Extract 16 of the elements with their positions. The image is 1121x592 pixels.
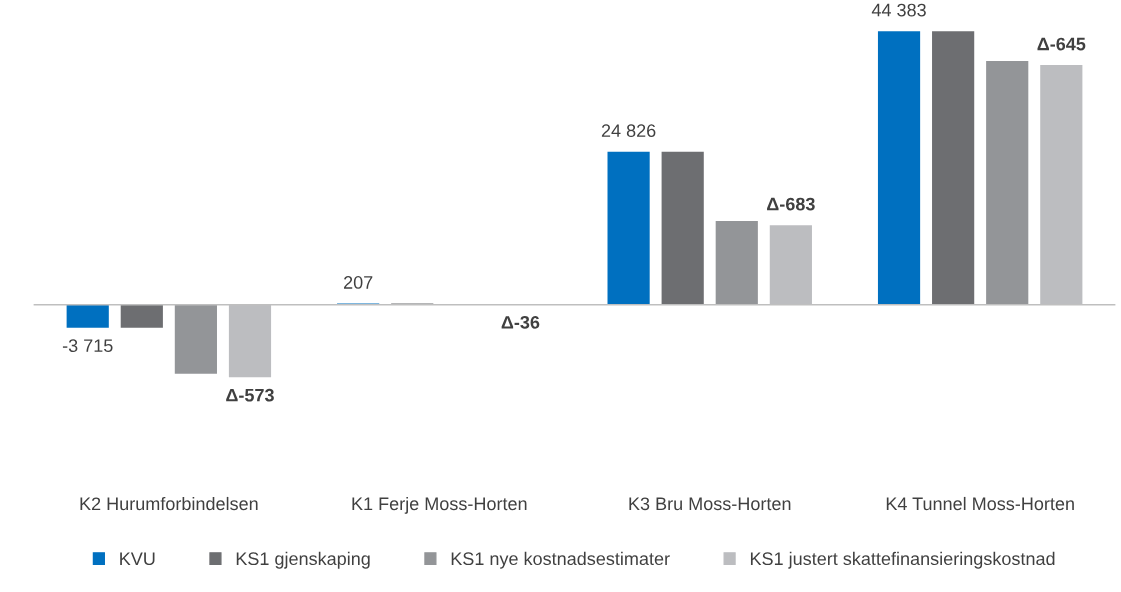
data-label: Δ-36: [501, 315, 540, 329]
data-label: 207: [344, 276, 373, 289]
x-tick-label: K1 Ferje Moss-Horten: [352, 496, 527, 514]
x-tick-label: K3 Bru Moss-Horten: [629, 497, 791, 511]
data-label: 44 383: [871, 3, 926, 17]
data-label: Δ-645: [1037, 37, 1086, 51]
data-label: 24 826: [601, 124, 656, 138]
legend-label: KVU: [120, 552, 155, 566]
data-label: Δ-573: [226, 388, 274, 402]
legend-label: KS1 gjenskaping: [236, 551, 370, 569]
legend-label: KS1 nye kostnadsestimater: [451, 551, 670, 569]
legend-label: KS1 justert skattefinansieringskostnad: [750, 551, 1055, 569]
x-tick-label: K2 Hurumforbindelsen: [80, 496, 258, 511]
x-tick-label: K4 Tunnel Moss-Horten: [886, 496, 1074, 511]
data-label: Δ-683: [767, 197, 815, 211]
data-label: -3 715: [62, 339, 113, 353]
